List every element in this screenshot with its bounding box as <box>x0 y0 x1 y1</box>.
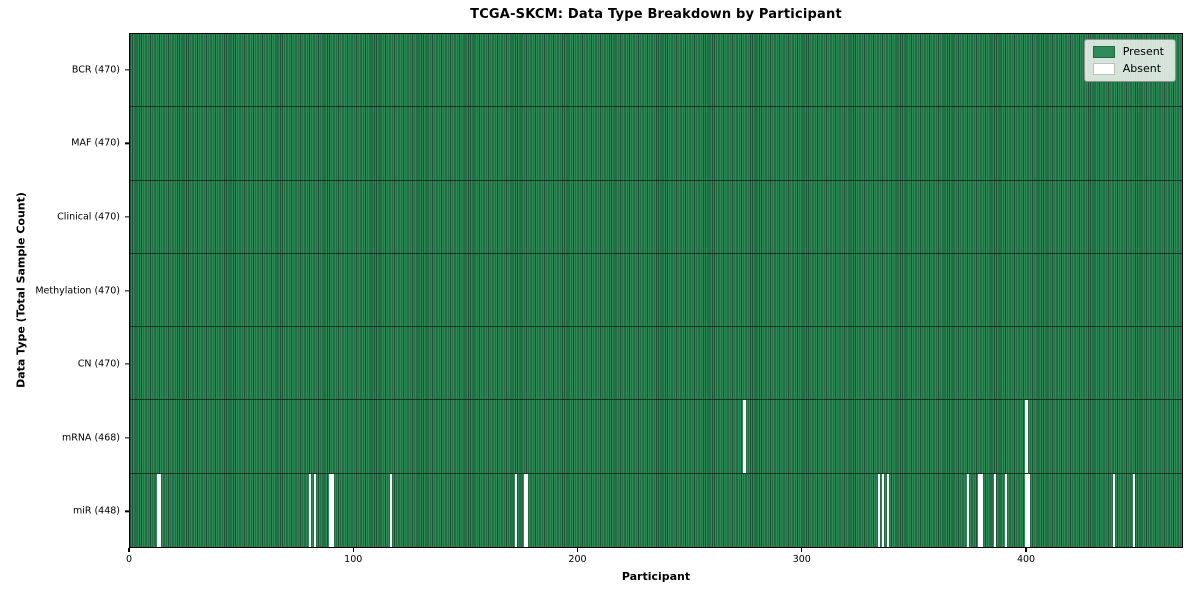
ytick-mark <box>125 510 129 512</box>
heatmap-row-Methylation <box>130 253 1182 328</box>
xtick-label-200: 200 <box>568 554 587 565</box>
absent-cell <box>159 473 162 547</box>
absent-cell <box>993 473 997 547</box>
xtick-label-0: 0 <box>125 554 133 565</box>
absent-cell <box>877 473 880 547</box>
heatmap-row-mRNA <box>130 400 1182 474</box>
xtick-mark <box>576 548 579 552</box>
legend-label: Present <box>1122 45 1164 58</box>
absent-cell <box>526 473 529 547</box>
absent-cell <box>313 473 316 547</box>
legend-entry-absent: Absent <box>1092 62 1164 75</box>
ytick-mark <box>125 289 129 292</box>
absent-cell <box>743 400 746 473</box>
ytick-mark <box>125 363 129 365</box>
ytick-mark <box>125 436 129 439</box>
legend-entry-present: Present <box>1092 45 1164 58</box>
absent-cell <box>886 473 889 547</box>
ytick-mark <box>125 69 129 71</box>
absent-cell <box>156 473 160 547</box>
xtick-label-100: 100 <box>344 554 363 565</box>
heatmap-row-BCR <box>130 34 1182 108</box>
heatmap-row-miR <box>130 473 1182 547</box>
plot-area: Present Absent <box>129 33 1183 548</box>
xtick-mark <box>1025 548 1027 552</box>
ytick-mark <box>125 216 129 218</box>
heatmap-row-Clinical <box>130 180 1182 254</box>
heatmap-row-MAF <box>130 107 1182 181</box>
legend: Present Absent <box>1083 39 1176 82</box>
absent-cell <box>978 473 981 547</box>
legend-label: Absent <box>1122 62 1162 75</box>
ytick-label-Methylation: Methylation (470) <box>35 285 120 296</box>
absent-cell <box>523 473 527 547</box>
absent-cell <box>1112 473 1115 547</box>
x-axis-label: Participant <box>621 570 691 583</box>
absent-cell <box>1005 473 1008 547</box>
absent-cell <box>389 473 392 547</box>
xtick-mark <box>128 548 130 552</box>
xtick-mark <box>801 548 803 552</box>
absent-cell <box>882 473 885 547</box>
absent-cell <box>331 473 334 547</box>
absent-cell <box>980 473 983 547</box>
absent-cell <box>329 473 332 547</box>
xtick-label-400: 400 <box>1016 554 1036 565</box>
absent-cell <box>1027 473 1030 547</box>
absent-cell <box>1132 473 1135 547</box>
ytick-label-MAF: MAF (470) <box>71 137 120 149</box>
ytick-label-miR: miR (448) <box>72 505 120 517</box>
absent-cell <box>1025 473 1028 547</box>
absent-cell <box>1025 400 1028 473</box>
xtick-label-300: 300 <box>792 554 811 565</box>
legend-swatch-present <box>1092 46 1115 58</box>
legend-swatch-absent <box>1092 63 1115 75</box>
absent-cell <box>514 473 518 547</box>
ytick-label-mRNA: mRNA (468) <box>61 432 120 444</box>
ytick-label-CN: CN (470) <box>77 358 120 370</box>
ytick-mark <box>125 142 129 144</box>
xtick-mark <box>352 548 354 552</box>
ytick-label-Clinical: Clinical (470) <box>57 211 120 223</box>
absent-cell <box>967 473 970 547</box>
ytick-label-BCR: BCR (470) <box>71 64 120 76</box>
heatmap-row-CN <box>130 327 1182 401</box>
chart-title: TCGA-SKCM: Data Type Breakdown by Partic… <box>470 7 842 22</box>
absent-cell <box>309 473 312 547</box>
